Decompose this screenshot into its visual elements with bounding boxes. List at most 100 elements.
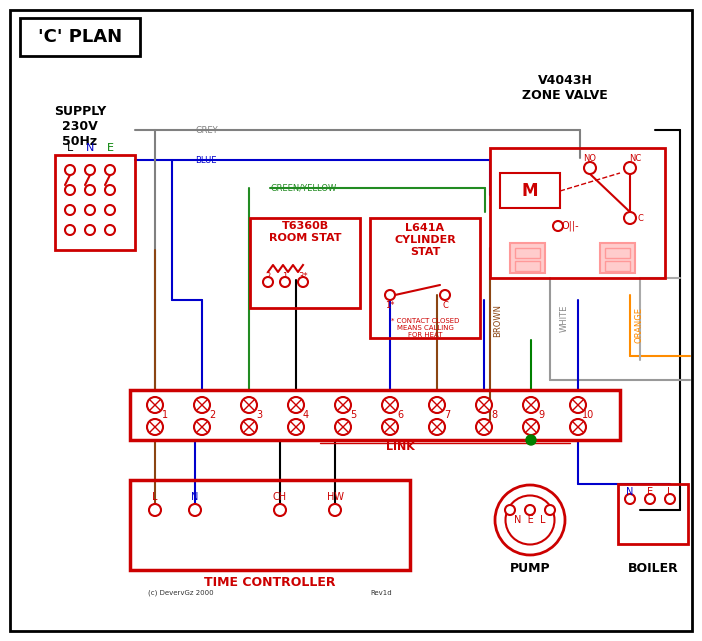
Circle shape: [335, 419, 351, 435]
Text: NC: NC: [629, 153, 641, 163]
Text: C: C: [442, 301, 448, 310]
Text: N  E  L: N E L: [515, 515, 545, 525]
Circle shape: [545, 505, 555, 515]
Text: 2: 2: [209, 410, 215, 420]
Text: E: E: [107, 143, 114, 153]
Text: L: L: [667, 487, 673, 497]
Text: 2: 2: [265, 272, 271, 281]
Text: HW: HW: [326, 492, 343, 502]
Text: N: N: [626, 487, 634, 497]
Circle shape: [505, 495, 555, 544]
Circle shape: [288, 397, 304, 413]
Circle shape: [645, 494, 655, 504]
Text: GREEN/YELLOW: GREEN/YELLOW: [270, 183, 336, 192]
Circle shape: [298, 277, 308, 287]
Text: 4: 4: [303, 410, 309, 420]
Text: PUMP: PUMP: [510, 562, 550, 574]
Circle shape: [65, 225, 75, 235]
Circle shape: [523, 419, 539, 435]
Text: LINK: LINK: [385, 442, 414, 452]
Circle shape: [329, 504, 341, 516]
Text: L641A
CYLINDER
STAT: L641A CYLINDER STAT: [394, 224, 456, 256]
Text: TIME CONTROLLER: TIME CONTROLLER: [204, 576, 336, 590]
Circle shape: [105, 185, 115, 195]
Text: E: E: [647, 487, 653, 497]
Text: N: N: [86, 143, 94, 153]
Text: (c) DevervGz 2000: (c) DevervGz 2000: [148, 590, 213, 596]
Circle shape: [194, 419, 210, 435]
Text: V4043H
ZONE VALVE: V4043H ZONE VALVE: [522, 74, 608, 102]
Circle shape: [105, 165, 115, 175]
Circle shape: [526, 435, 536, 445]
Circle shape: [105, 225, 115, 235]
Text: CH: CH: [273, 492, 287, 502]
Text: * CONTACT CLOSED
MEANS CALLING
FOR HEAT: * CONTACT CLOSED MEANS CALLING FOR HEAT: [391, 318, 459, 338]
Circle shape: [263, 277, 273, 287]
Text: 1: 1: [162, 410, 168, 420]
Circle shape: [149, 504, 161, 516]
Circle shape: [280, 277, 290, 287]
Circle shape: [189, 504, 201, 516]
Text: 7: 7: [444, 410, 450, 420]
Text: 'C' PLAN: 'C' PLAN: [38, 28, 122, 46]
Text: T6360B
ROOM STAT: T6360B ROOM STAT: [269, 221, 341, 243]
Circle shape: [85, 205, 95, 215]
Circle shape: [505, 505, 515, 515]
FancyBboxPatch shape: [510, 243, 545, 273]
Circle shape: [429, 397, 445, 413]
Circle shape: [85, 165, 95, 175]
Text: 6: 6: [397, 410, 403, 420]
Text: GREY: GREY: [195, 126, 218, 135]
Circle shape: [523, 397, 539, 413]
FancyBboxPatch shape: [600, 243, 635, 273]
Circle shape: [570, 419, 586, 435]
Text: 3: 3: [256, 410, 262, 420]
Circle shape: [241, 419, 257, 435]
Circle shape: [288, 419, 304, 435]
Circle shape: [65, 165, 75, 175]
Circle shape: [147, 419, 163, 435]
Circle shape: [65, 185, 75, 195]
Circle shape: [495, 485, 565, 555]
Circle shape: [85, 185, 95, 195]
Circle shape: [65, 205, 75, 215]
Text: 1: 1: [282, 272, 288, 281]
Circle shape: [570, 397, 586, 413]
Text: ORANGE: ORANGE: [634, 307, 643, 343]
Text: WHITE: WHITE: [560, 304, 569, 331]
Text: 3*: 3*: [298, 272, 307, 281]
Circle shape: [429, 419, 445, 435]
Text: O||-: O||-: [561, 221, 579, 231]
Circle shape: [476, 419, 492, 435]
Text: BOILER: BOILER: [628, 562, 678, 574]
Text: C: C: [637, 213, 643, 222]
Text: L: L: [152, 492, 158, 502]
Text: BROWN: BROWN: [493, 303, 502, 337]
Circle shape: [382, 397, 398, 413]
Circle shape: [440, 290, 450, 300]
Text: 5: 5: [350, 410, 356, 420]
Circle shape: [85, 225, 95, 235]
Circle shape: [274, 504, 286, 516]
Circle shape: [625, 494, 635, 504]
Text: BLUE: BLUE: [195, 156, 216, 165]
Circle shape: [385, 290, 395, 300]
Circle shape: [665, 494, 675, 504]
Text: 8: 8: [491, 410, 497, 420]
Circle shape: [525, 505, 535, 515]
Circle shape: [476, 397, 492, 413]
Text: 10: 10: [582, 410, 594, 420]
Text: 9: 9: [538, 410, 544, 420]
Circle shape: [624, 212, 636, 224]
Circle shape: [553, 221, 563, 231]
Circle shape: [105, 205, 115, 215]
Circle shape: [624, 162, 636, 174]
Text: N: N: [192, 492, 199, 502]
Circle shape: [147, 397, 163, 413]
Text: SUPPLY
230V
50Hz: SUPPLY 230V 50Hz: [54, 105, 106, 148]
Text: 1*: 1*: [385, 301, 395, 310]
Text: M: M: [522, 182, 538, 200]
Circle shape: [382, 419, 398, 435]
Circle shape: [335, 397, 351, 413]
Circle shape: [584, 162, 596, 174]
